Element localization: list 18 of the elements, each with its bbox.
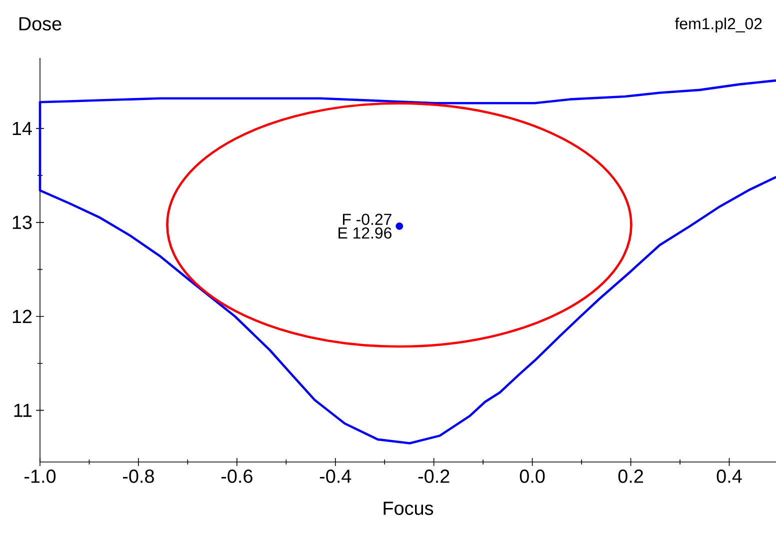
text: fem1.pl2_02 [674, 18, 762, 32]
annotation: E 12.96 [338, 227, 392, 239]
x-tick-label: -1.0 [24, 470, 56, 483]
y-axis-title: Dose [19, 17, 62, 30]
y-tick-label: 11 [14, 404, 32, 417]
x-tick-label: -0.8 [123, 470, 154, 483]
annotation: F -0.27 [343, 214, 392, 225]
y-tick-label: 14 [12, 122, 32, 135]
line-series [38, 79, 776, 444]
x-axis-title: Focus [384, 502, 434, 515]
x-tick-label: -0.4 [320, 470, 352, 483]
x-tick-label: 0.2 [618, 470, 643, 483]
y-tick-label: 12 [12, 310, 32, 323]
y-tick-label: 13 [12, 216, 32, 230]
x-tick-label: -0.6 [221, 470, 252, 483]
x-tick-label: 0.0 [520, 470, 545, 483]
x-tick-label: 0.4 [716, 470, 742, 483]
x-tick-label: -0.2 [418, 470, 450, 483]
